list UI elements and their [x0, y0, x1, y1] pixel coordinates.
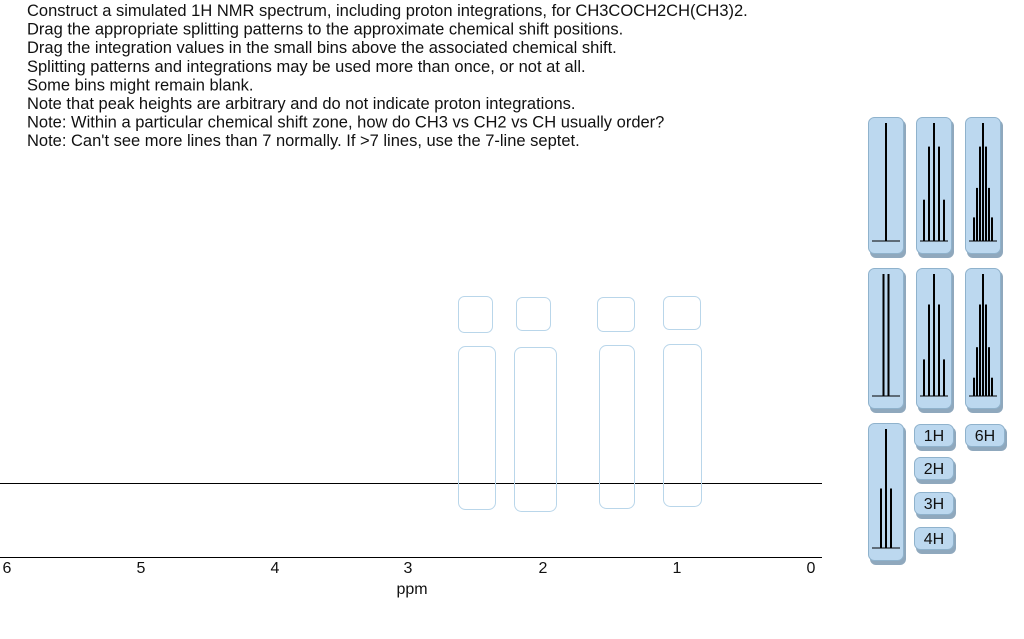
pattern-bin[interactable]: [599, 345, 635, 509]
integration-bin[interactable]: [597, 297, 635, 332]
axis-tick-label: 2: [539, 560, 548, 577]
axis-tick-label: 6: [3, 560, 12, 577]
pattern-bin[interactable]: [458, 346, 496, 510]
splitting-pattern-tile[interactable]: [868, 268, 904, 409]
instruction-line: Splitting patterns and integrations may …: [27, 58, 586, 76]
integration-label: 2H: [924, 461, 944, 478]
integration-button[interactable]: [914, 527, 954, 550]
integration-label: 4H: [924, 531, 944, 548]
integration-button[interactable]: [914, 492, 954, 515]
axis-label: ppm: [396, 581, 427, 598]
integration-label: 1H: [924, 428, 944, 445]
integration-label: 6H: [975, 428, 995, 445]
integration-button[interactable]: [965, 424, 1005, 447]
integration-bin[interactable]: [663, 296, 701, 330]
instruction-line: Construct a simulated 1H NMR spectrum, i…: [27, 2, 748, 20]
axis-tick-label: 1: [673, 560, 682, 577]
axis-tick-label: 4: [271, 560, 280, 577]
instruction-line: Drag the integration values in the small…: [27, 39, 617, 57]
integration-bin[interactable]: [458, 296, 493, 333]
pattern-bin[interactable]: [514, 347, 557, 512]
instruction-line: Note that peak heights are arbitrary and…: [27, 95, 576, 113]
axis-tick-label: 3: [404, 560, 413, 577]
integration-button[interactable]: [914, 424, 954, 447]
instruction-line: Note: Can't see more lines than 7 normal…: [27, 132, 580, 150]
integration-button[interactable]: [914, 457, 954, 480]
integration-label: 3H: [924, 496, 944, 513]
axis-tick-label: 0: [807, 560, 816, 577]
integration-bin[interactable]: [516, 297, 551, 331]
axis-tick-label: 5: [137, 560, 146, 577]
instruction-line: Note: Within a particular chemical shift…: [27, 114, 664, 132]
pattern-bin[interactable]: [663, 344, 702, 507]
instruction-line: Some bins might remain blank.: [27, 76, 254, 94]
instruction-line: Drag the appropriate splitting patterns …: [27, 21, 623, 39]
